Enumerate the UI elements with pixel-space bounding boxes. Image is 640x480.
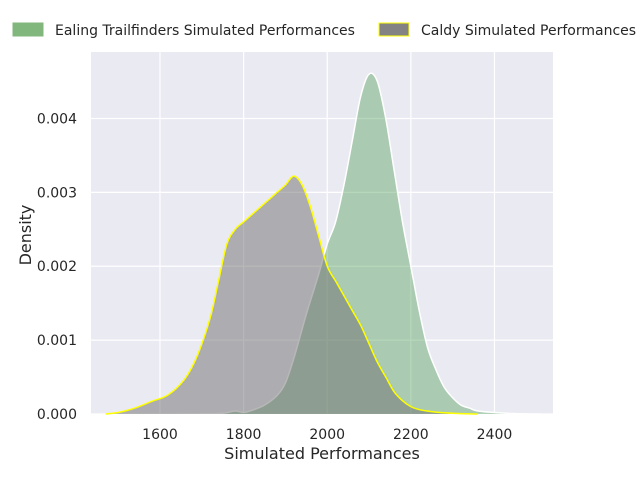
legend-swatch-caldy (378, 22, 410, 37)
density-area-caldy-line (105, 175, 478, 415)
x-axis-title: Simulated Performances (224, 444, 420, 463)
tick-labels: 1600 1800 2000 2200 2400 0.000 0.001 0.002 0.003… (37, 111, 512, 443)
legend-label-ealing: Ealing Trailfinders Simulated Performanc… (55, 23, 355, 39)
y-tick-label: 0.001 (37, 333, 77, 349)
x-tick-label: 2200 (393, 427, 429, 443)
y-tick-label: 0.003 (37, 185, 77, 201)
y-tick-label: 0.002 (37, 259, 77, 275)
legend: Ealing Trailfinders Simulated Performanc… (12, 22, 636, 39)
density-area-ealing-fill (176, 73, 541, 414)
y-tick-label: 0.004 (37, 111, 77, 127)
legend-label-caldy: Caldy Simulated Performances (421, 23, 636, 39)
y-axis-title: Density (16, 205, 35, 266)
x-tick-label: 1800 (226, 427, 262, 443)
y-tick-label: 0.000 (37, 407, 77, 423)
legend-swatch-ealing (12, 22, 44, 37)
x-tick-label: 2400 (477, 427, 513, 443)
density-area-caldy-fill (105, 176, 478, 414)
density-areas (105, 72, 541, 415)
x-tick-label: 2000 (309, 427, 345, 443)
x-tick-label: 1600 (142, 427, 178, 443)
